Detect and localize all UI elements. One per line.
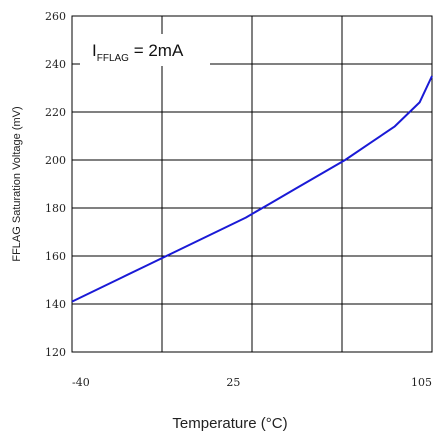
series-group bbox=[71, 75, 433, 303]
y-tick-label: 180 bbox=[45, 202, 66, 215]
annotation-label: IFFLAG = 2mA bbox=[92, 41, 184, 64]
y-tick-label: 140 bbox=[45, 298, 66, 311]
y-tick-label: 120 bbox=[45, 346, 66, 359]
annotation-base: I bbox=[92, 41, 97, 60]
y-tick-label: 220 bbox=[45, 106, 66, 119]
y-tick-labels: 120 140 160 180 200 220 240 260 bbox=[45, 10, 66, 359]
annotation-background bbox=[80, 34, 210, 66]
y-tick-label: 200 bbox=[45, 154, 66, 167]
y-tick-label: 160 bbox=[45, 250, 66, 263]
y-axis-title: FFLAG Saturation Voltage (mV) bbox=[11, 106, 23, 261]
x-tick-label: 25 bbox=[226, 376, 240, 389]
annotation-box: IFFLAG = 2mA bbox=[80, 34, 210, 66]
series-line bbox=[71, 75, 433, 303]
plot-frame bbox=[71, 15, 433, 353]
y-tick-label: 260 bbox=[45, 10, 66, 23]
x-axis-title: Temperature (°C) bbox=[172, 415, 287, 432]
annotation-text: = 2mA bbox=[129, 41, 184, 60]
x-tick-label: 105 bbox=[411, 376, 432, 389]
y-tick-label: 240 bbox=[45, 58, 66, 71]
grid bbox=[72, 15, 432, 353]
annotation-subscript: FFLAG bbox=[97, 53, 129, 64]
x-tick-labels: -40 25 105 bbox=[72, 376, 432, 389]
x-tick-label: -40 bbox=[72, 376, 90, 389]
